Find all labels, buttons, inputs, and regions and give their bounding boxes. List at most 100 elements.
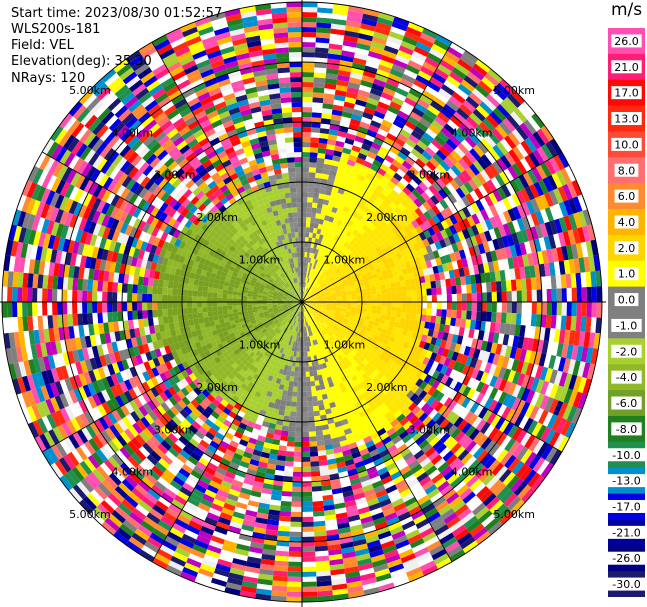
velocity-cell <box>316 440 325 447</box>
velocity-cell <box>356 190 365 199</box>
velocity-cell <box>448 359 457 370</box>
velocity-cell <box>422 268 430 277</box>
velocity-cell <box>377 204 386 213</box>
velocity-cell <box>492 332 500 344</box>
velocity-cell <box>389 101 402 111</box>
velocity-cell <box>302 386 307 392</box>
velocity-cell <box>302 361 306 367</box>
velocity-cell <box>427 207 437 218</box>
velocity-cell <box>553 328 561 343</box>
velocity-cell <box>448 95 463 108</box>
velocity-cell <box>302 157 310 163</box>
velocity-cell <box>471 175 483 188</box>
velocity-cell <box>571 407 583 425</box>
velocity-cell <box>348 261 355 267</box>
velocity-cell <box>449 214 458 225</box>
velocity-cell <box>324 252 330 259</box>
velocity-cell <box>420 348 429 357</box>
velocity-cell <box>309 446 318 452</box>
velocity-cell <box>346 15 363 24</box>
velocity-cell <box>425 281 432 289</box>
velocity-cell <box>410 130 423 141</box>
velocity-cell <box>392 119 405 129</box>
velocity-cell <box>320 293 326 296</box>
velocity-cell <box>316 302 322 305</box>
velocity-cell <box>315 430 324 437</box>
velocity-cell <box>432 330 439 339</box>
velocity-cell <box>511 163 523 177</box>
velocity-cell <box>411 295 417 302</box>
velocity-cell <box>439 355 447 366</box>
velocity-cell <box>313 72 327 79</box>
velocity-cell <box>323 194 331 201</box>
velocity-cell <box>439 199 449 210</box>
velocity-cell <box>408 192 418 202</box>
velocity-cell <box>332 245 338 252</box>
velocity-cell <box>466 302 472 311</box>
velocity-cell <box>313 288 318 293</box>
velocity-cell <box>302 252 305 258</box>
velocity-cell <box>456 285 462 294</box>
velocity-cell <box>385 287 392 294</box>
velocity-cell <box>430 258 438 268</box>
velocity-cell <box>288 426 296 432</box>
velocity-cell <box>429 100 444 112</box>
velocity-cell <box>521 374 531 389</box>
velocity-cell <box>431 214 441 225</box>
velocity-cell <box>321 298 327 300</box>
velocity-cell <box>461 364 471 376</box>
velocity-cell <box>335 289 341 293</box>
velocity-cell <box>473 348 481 360</box>
velocity-cell <box>308 426 316 432</box>
velocity-cell <box>428 124 441 135</box>
velocity-cell <box>318 287 323 292</box>
velocity-cell <box>444 367 453 377</box>
velocity-cell <box>507 369 516 383</box>
velocity-cell <box>400 285 407 292</box>
velocity-cell <box>560 315 567 330</box>
velocity-cell <box>371 259 378 266</box>
velocity-cell <box>553 261 561 276</box>
velocity-cell <box>310 137 320 143</box>
velocity-cell <box>418 204 428 214</box>
velocity-cell <box>402 35 418 47</box>
velocity-cell <box>330 263 336 269</box>
velocity-cell <box>509 179 521 194</box>
velocity-cell <box>434 272 441 281</box>
velocity-cell <box>442 142 455 154</box>
velocity-cell <box>396 296 402 302</box>
velocity-cell <box>322 275 327 281</box>
velocity-cell <box>551 302 557 316</box>
velocity-cell <box>308 431 317 437</box>
velocity-cell <box>475 84 490 98</box>
velocity-cell <box>401 307 407 313</box>
velocity-cell <box>435 316 442 324</box>
velocity-cell <box>510 111 524 126</box>
velocity-cell <box>316 157 325 164</box>
velocity-cell <box>520 188 531 203</box>
velocity-cell <box>415 369 424 379</box>
velocity-cell <box>478 121 492 135</box>
velocity-cell <box>362 276 369 282</box>
velocity-cell <box>302 566 317 572</box>
velocity-cell <box>429 76 444 89</box>
velocity-cell <box>393 321 400 328</box>
velocity-cell <box>313 253 318 260</box>
velocity-cell <box>364 339 372 346</box>
velocity-cell <box>375 285 382 291</box>
velocity-cell <box>420 191 431 202</box>
velocity-cell <box>369 180 379 189</box>
velocity-cell <box>484 166 495 180</box>
velocity-cell <box>316 208 322 214</box>
velocity-cell <box>321 173 330 180</box>
velocity-cell <box>302 22 317 28</box>
velocity-cell <box>307 283 311 289</box>
velocity-cell <box>460 276 467 286</box>
velocity-cell <box>326 63 340 70</box>
velocity-cell <box>316 296 322 299</box>
velocity-cell <box>392 141 403 152</box>
velocity-cell <box>428 251 436 261</box>
velocity-cell <box>325 73 338 80</box>
velocity-cell <box>365 327 373 333</box>
velocity-cell <box>295 421 302 427</box>
